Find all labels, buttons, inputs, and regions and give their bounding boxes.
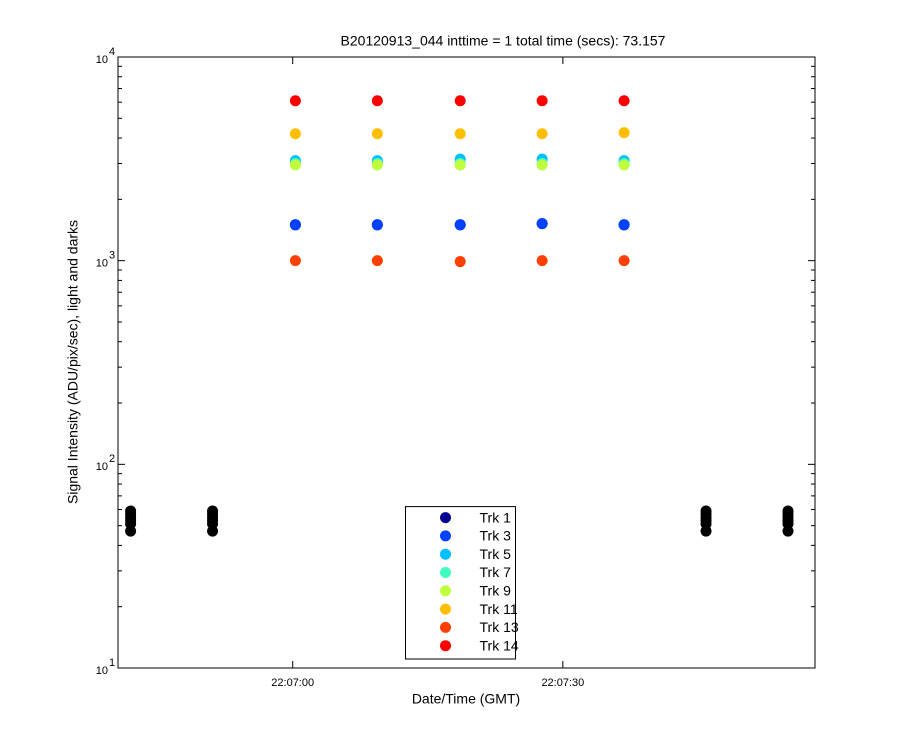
x-tick-label: 22:07:00 bbox=[271, 677, 314, 689]
point bbox=[371, 255, 383, 267]
y-tick-label: 10 bbox=[96, 258, 108, 270]
point bbox=[782, 505, 794, 517]
point bbox=[536, 95, 548, 107]
legend-marker bbox=[440, 512, 451, 524]
legend-marker bbox=[440, 548, 451, 560]
y-tick-label: 10 bbox=[96, 665, 108, 677]
y-axis-label: Signal Intensity (ADU/pix/sec), light an… bbox=[65, 220, 81, 504]
legend-label: Trk 5 bbox=[480, 546, 512, 562]
legend-marker bbox=[440, 621, 451, 633]
point bbox=[289, 255, 301, 267]
legend-label: Trk 7 bbox=[480, 564, 512, 580]
y-tick-exponent: 1 bbox=[109, 657, 115, 669]
x-tick-label: 22:07:30 bbox=[541, 677, 584, 689]
point bbox=[289, 219, 301, 231]
point bbox=[618, 159, 630, 171]
legend-label: Trk 11 bbox=[480, 601, 518, 617]
legend-label: Trk 13 bbox=[480, 619, 519, 635]
point bbox=[618, 127, 630, 139]
point bbox=[454, 95, 466, 107]
point bbox=[454, 256, 466, 268]
point bbox=[618, 255, 630, 267]
point bbox=[125, 505, 137, 517]
point bbox=[289, 95, 301, 107]
point bbox=[371, 128, 383, 140]
point bbox=[454, 128, 466, 140]
chart-title: B20120913_044 inttime = 1 total time (se… bbox=[341, 33, 666, 49]
point bbox=[207, 505, 219, 517]
point bbox=[371, 95, 383, 107]
point bbox=[371, 159, 383, 171]
point bbox=[454, 219, 466, 231]
point bbox=[536, 159, 548, 171]
legend-marker bbox=[440, 640, 451, 652]
legend-label: Trk 14 bbox=[480, 637, 519, 653]
plot-frame bbox=[117, 56, 816, 669]
legend-marker bbox=[440, 567, 451, 578]
legend-marker bbox=[440, 585, 451, 597]
legend-box bbox=[405, 506, 516, 660]
point bbox=[454, 159, 466, 171]
point bbox=[289, 128, 301, 140]
legend-marker bbox=[440, 603, 451, 615]
point bbox=[536, 218, 548, 230]
legend-label: Trk 3 bbox=[480, 528, 512, 544]
x-axis-label: Date/Time (GMT) bbox=[412, 691, 520, 707]
legend-label: Trk 9 bbox=[480, 583, 512, 599]
point bbox=[618, 219, 630, 231]
point bbox=[700, 505, 712, 517]
y-tick-exponent: 2 bbox=[109, 453, 115, 465]
legend-marker bbox=[440, 530, 451, 542]
point bbox=[536, 128, 548, 140]
y-tick-exponent: 3 bbox=[109, 250, 115, 262]
point bbox=[371, 219, 383, 231]
y-tick-label: 10 bbox=[96, 461, 108, 473]
legend: Trk 1 Trk 3 Trk 5 Trk 7 Trk 9 Trk 11 Trk 13 Trk… bbox=[405, 506, 519, 660]
point bbox=[289, 159, 301, 171]
y-tick-exponent: 4 bbox=[109, 46, 115, 58]
point bbox=[536, 255, 548, 267]
legend-label: Trk 1 bbox=[480, 509, 512, 525]
point bbox=[618, 95, 630, 107]
y-tick-label: 10 bbox=[96, 54, 108, 66]
